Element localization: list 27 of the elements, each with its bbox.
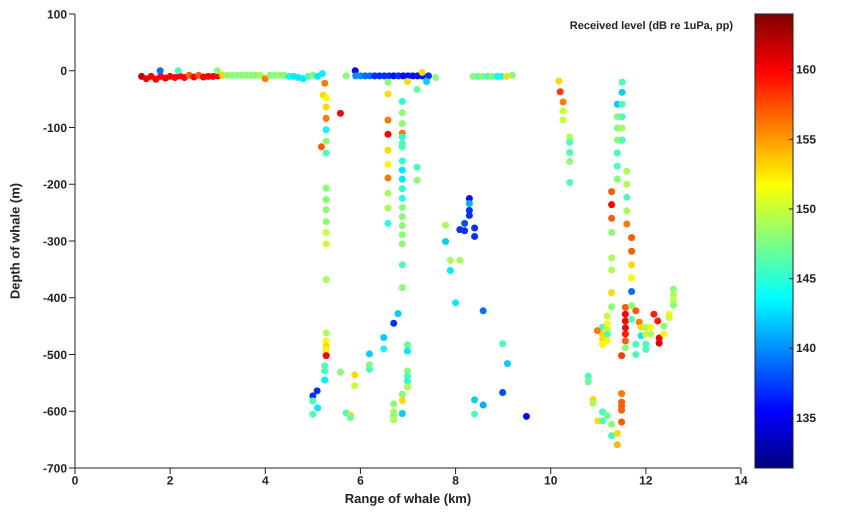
x-tick-label: 14 — [734, 474, 748, 488]
x-tick-label: 12 — [639, 474, 653, 488]
x-tick-label: 0 — [72, 474, 79, 488]
color-bar-label: 145 — [796, 272, 816, 286]
y-tick-label: -200 — [42, 178, 68, 192]
color-bar-label: 135 — [796, 410, 816, 425]
y-tick-label: -100 — [42, 120, 68, 135]
x-tick-label: 6 — [357, 474, 364, 488]
y-tick-label: -700 — [42, 461, 68, 476]
color-bar-label: 150 — [796, 202, 816, 216]
x-tick-label: 8 — [452, 474, 460, 488]
y-tick-label: -600 — [42, 404, 68, 419]
y-tick-label: -400 — [42, 291, 68, 306]
color-bar-label: 155 — [796, 132, 816, 146]
x-tick-label: 10 — [544, 474, 558, 488]
y-tick-label: 100 — [46, 7, 68, 22]
color-bar-label: 160 — [796, 62, 816, 77]
x-tick-label: 4 — [262, 474, 269, 488]
y-tick-label: -500 — [42, 348, 68, 362]
colorbar: 135 140 145 150 155 160 — [751, 8, 831, 513]
y-axis-title: Depth of whale (m) — [8, 182, 23, 300]
y-tick-label: -300 — [42, 234, 68, 248]
x-axis-title: Range of whale (km) — [344, 491, 472, 506]
x-tick-label: 2 — [166, 474, 174, 488]
color-bar-label: 140 — [796, 341, 816, 356]
color-bar-title: Received level (dB re 1uPa, pp) — [568, 20, 733, 32]
y-tick-label: 0 — [60, 64, 68, 78]
